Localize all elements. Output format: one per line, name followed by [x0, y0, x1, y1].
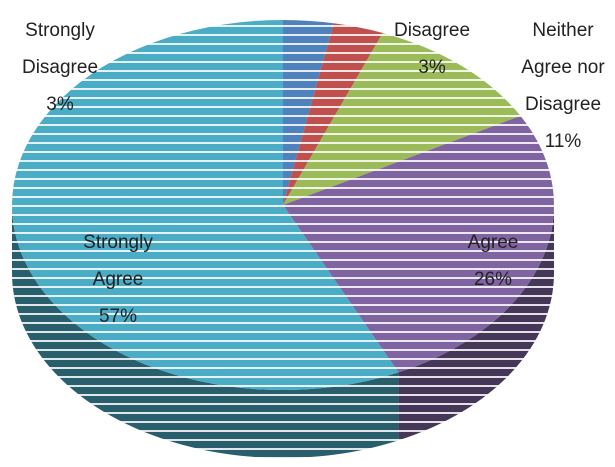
category-label: Agree: [467, 232, 519, 253]
category-label: Strongly Disagree: [21, 20, 99, 78]
value-label: 11%: [544, 131, 582, 152]
category-label: Strongly Agree: [83, 232, 153, 290]
slice-label: Strongly Disagree 3%: [8, 12, 112, 123]
slice-label: Disagree 3%: [380, 12, 484, 86]
value-label: 3%: [418, 57, 446, 78]
value-label: 57%: [98, 306, 138, 327]
value-label: 26%: [473, 269, 513, 290]
category-label: Neither Agree nor Disagree: [521, 20, 605, 115]
category-label: Disagree: [393, 20, 471, 41]
value-label: 3%: [46, 94, 74, 115]
slice-label: Strongly Agree 57%: [66, 224, 170, 335]
slice-label: Neither Agree nor Disagree 11%: [511, 12, 615, 160]
slice-label: Agree 26%: [441, 224, 545, 298]
